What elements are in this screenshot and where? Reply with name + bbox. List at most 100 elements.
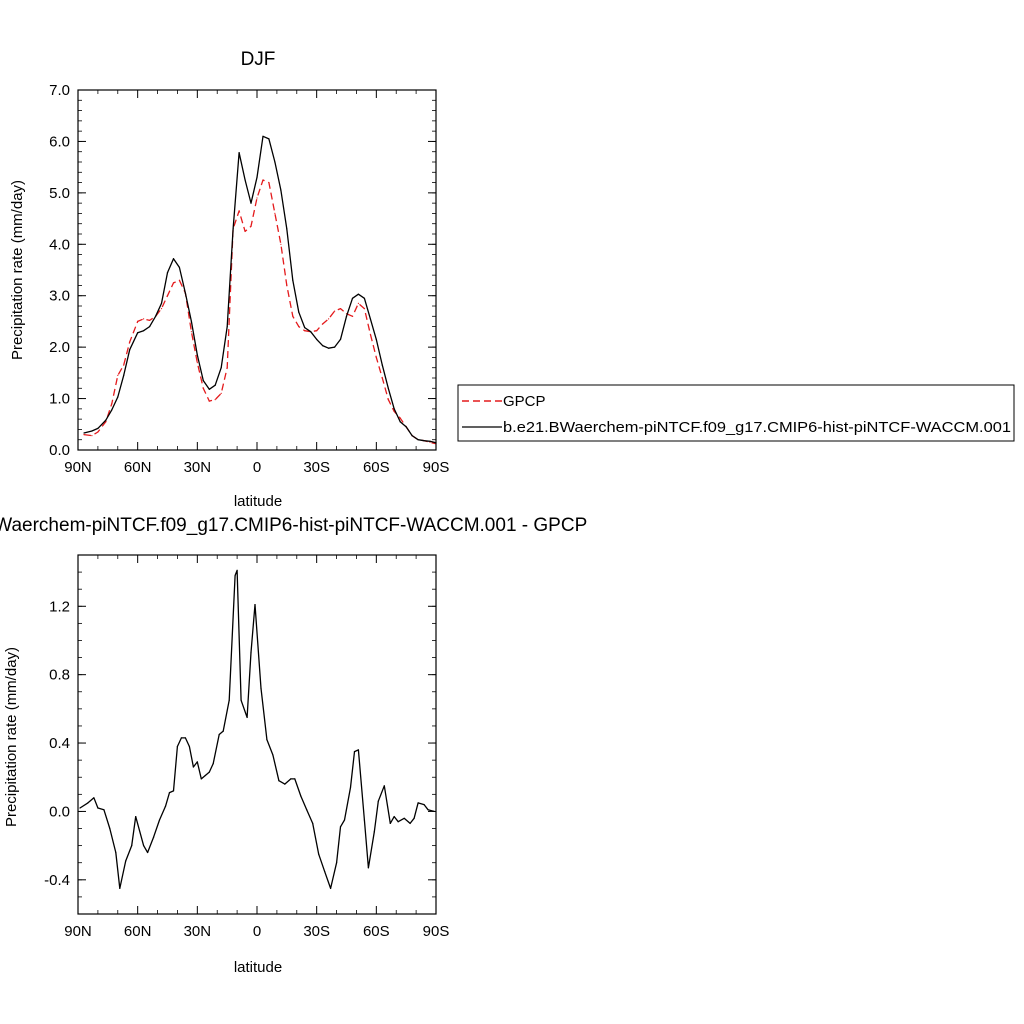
bottom-series-0-point [188, 745, 190, 748]
top-series-1-point [417, 439, 419, 441]
top-series-1-point [196, 354, 198, 356]
top-series-1-point [429, 440, 431, 442]
bottom-series-0-point [339, 826, 342, 828]
bottom-series-0-point [343, 819, 346, 821]
bottom-panel-ticks: -0.4 0.0 0.4 0.8 1.2 90N 60N 30N 0 30S 60S 90S [44, 554, 449, 940]
bottom-series-0-point [125, 860, 127, 862]
bottom-series-0-point [208, 771, 210, 773]
top-series-1-point [123, 374, 125, 376]
top-series-1-point [262, 135, 264, 137]
top-series-1-point [381, 364, 383, 366]
top-series-0-point [286, 284, 288, 286]
bottom-series-0-point [423, 804, 425, 806]
top-series-0-point [357, 302, 359, 304]
top-series-1-point [393, 408, 395, 410]
top-panel-series [83, 135, 437, 445]
bottom-series-0-point [383, 785, 385, 787]
bottom-series-0-point [176, 745, 178, 748]
top-series-0-point [178, 279, 180, 281]
top-series-0-point [226, 367, 228, 369]
bottom-series-0-point [143, 845, 145, 847]
top-panel: DJF 0.0 1.0 2.0 3.0 4.0 5.0 6.0 7.0 90N 60N 30N 0 30… [9, 49, 449, 510]
top-series-0-point [190, 331, 192, 333]
bottom-y-tick-label: 0.4 [49, 735, 70, 752]
top-series-0-point [83, 434, 85, 436]
top-series-1-point [369, 318, 371, 320]
top-x-tick-label: 30S [303, 459, 330, 476]
top-series-0-point [111, 403, 113, 405]
top-series-0-point [292, 315, 294, 317]
top-x-tick-label: 90S [423, 459, 450, 476]
top-series-1-point [155, 315, 157, 317]
bottom-x-tick-label: 0 [253, 923, 261, 940]
top-series-0-point [328, 318, 330, 320]
top-series-1-point [143, 330, 145, 332]
top-series-0-point [196, 362, 198, 364]
top-series-1-point [256, 176, 258, 178]
top-y-tick-label: 6.0 [49, 133, 70, 150]
bottom-y-tick-label: 0.0 [49, 803, 70, 820]
top-series-1-point [280, 189, 282, 191]
top-series-1-point [244, 179, 246, 181]
top-panel-title: DJF [241, 49, 276, 70]
top-series-0-point [334, 310, 336, 312]
top-series-0-point [351, 315, 354, 317]
bottom-series-0-point [168, 792, 171, 794]
top-series-0-point [274, 212, 276, 214]
bottom-series-0-point [413, 817, 415, 819]
bottom-x-tick-label: 30S [303, 923, 330, 940]
bottom-series-0-point [250, 651, 252, 654]
bottom-series-0-point [324, 870, 326, 872]
bottom-series-0-point [119, 887, 121, 890]
top-series-1-point [322, 345, 324, 347]
top-x-tick-label: 30N [184, 459, 212, 476]
bottom-series-0-point [318, 853, 320, 855]
top-series-1-point [172, 258, 175, 260]
top-series-1-point [105, 419, 107, 421]
top-series-0-point [149, 319, 151, 321]
bottom-series-0-point [228, 699, 230, 701]
top-x-tick-label: 60N [124, 459, 152, 476]
bottom-series-0-point [164, 805, 167, 807]
bottom-series-0-point [184, 737, 186, 739]
top-series-0-point [166, 295, 169, 297]
bottom-series-0-point [135, 816, 137, 818]
bottom-series-0-point [115, 851, 117, 854]
top-series-0-point [387, 399, 389, 401]
top-series-1-point [316, 338, 318, 340]
top-series-0-point [129, 341, 131, 343]
top-series-1-point [268, 138, 270, 140]
top-series-0-point [220, 392, 222, 394]
top-series-0-point [160, 308, 163, 310]
bottom-series-0-point [147, 851, 149, 854]
bottom-series-0-point [87, 802, 89, 804]
top-series-0-point [143, 318, 145, 320]
bottom-series-0-point [397, 821, 399, 823]
bottom-series-0-point [109, 827, 111, 830]
bottom-series-0-point [172, 790, 175, 792]
top-series-0-point [298, 326, 300, 328]
top-series-1-point [184, 292, 186, 294]
top-y-tick-label: 2.0 [49, 339, 70, 356]
top-panel-ticks: 0.0 1.0 2.0 3.0 4.0 5.0 6.0 7.0 90N 60N 30N 0 30S 60S… [49, 82, 449, 476]
bottom-series-0-point [284, 783, 286, 785]
bottom-series-0-point [204, 774, 206, 777]
bottom-x-tick-label: 60N [124, 923, 152, 940]
top-series-1-point [250, 202, 252, 204]
top-series-0-point [208, 400, 210, 402]
top-series-0-point [123, 364, 125, 366]
bottom-series-0-point [200, 778, 202, 780]
bottom-y-tick-label: 0.8 [49, 667, 70, 684]
top-series-0-point [375, 356, 377, 358]
top-y-tick-label: 7.0 [49, 82, 70, 99]
top-series-1-point [97, 427, 99, 429]
bottom-series-0-point [246, 716, 248, 719]
top-series-0-point [268, 182, 270, 184]
top-series-1-point [363, 297, 365, 299]
top-series-1-point [304, 327, 306, 329]
bottom-x-tick-label: 30N [184, 923, 212, 940]
bottom-series-0-point [266, 739, 268, 741]
bottom-series-0-point [312, 822, 314, 825]
top-series-0-point [238, 210, 240, 212]
